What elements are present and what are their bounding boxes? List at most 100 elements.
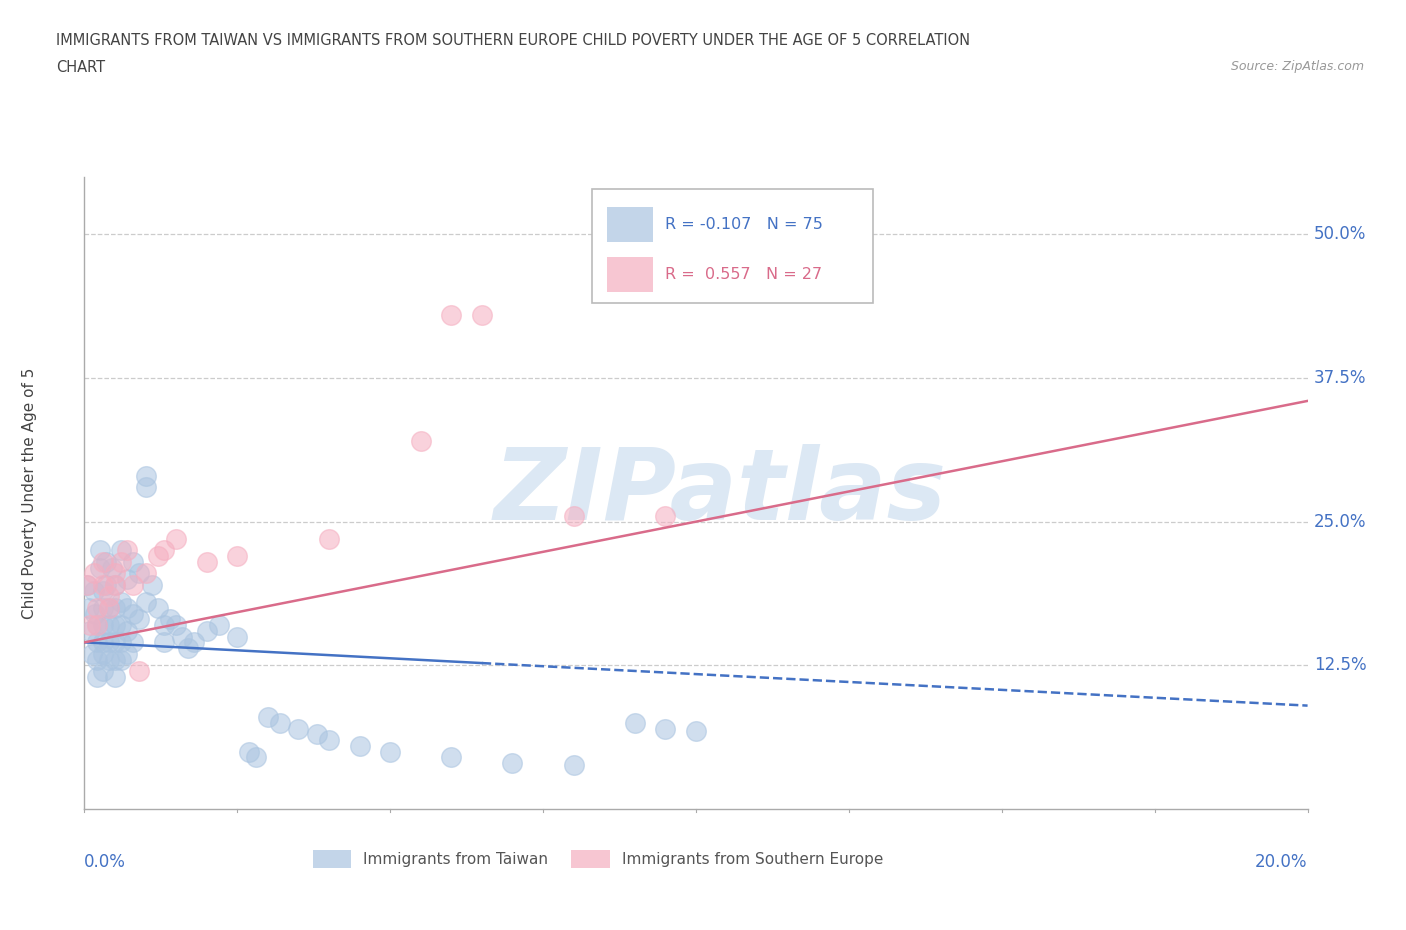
Point: [97, 601, 120, 616]
FancyBboxPatch shape: [592, 190, 873, 303]
Point: [86, 635, 108, 650]
Point: [226, 549, 249, 564]
Point: [104, 601, 127, 616]
Point: [562, 758, 585, 773]
Point: [80, 646, 103, 661]
Point: [165, 531, 187, 546]
Point: [502, 756, 524, 771]
Point: [183, 635, 205, 650]
Point: [86, 601, 108, 616]
Point: [97, 635, 120, 650]
Point: [110, 554, 132, 569]
Point: [245, 750, 267, 764]
Point: [86, 670, 108, 684]
Point: [238, 744, 260, 759]
Point: [146, 601, 169, 616]
Point: [110, 635, 132, 650]
Point: [146, 549, 169, 564]
Text: Child Poverty Under the Age of 5: Child Poverty Under the Age of 5: [22, 367, 37, 618]
Point: [208, 618, 231, 632]
Point: [79, 618, 101, 632]
Text: 50.0%: 50.0%: [1313, 225, 1367, 243]
Point: [257, 710, 280, 724]
Point: [135, 468, 157, 483]
Point: [110, 618, 132, 632]
Text: 0.0%: 0.0%: [84, 854, 127, 871]
Bar: [606, 206, 654, 242]
Point: [122, 606, 145, 621]
Point: [76, 578, 98, 592]
Point: [104, 578, 127, 592]
Point: [97, 601, 120, 616]
Point: [440, 750, 463, 764]
Point: [97, 618, 120, 632]
Text: ZIPatlas: ZIPatlas: [494, 445, 948, 541]
Point: [104, 652, 127, 667]
Text: CHART: CHART: [56, 60, 105, 75]
Point: [159, 612, 181, 627]
Point: [79, 623, 101, 638]
Point: [104, 566, 127, 581]
Text: 12.5%: 12.5%: [1313, 657, 1367, 674]
Point: [122, 578, 145, 592]
Text: Source: ZipAtlas.com: Source: ZipAtlas.com: [1230, 60, 1364, 73]
Point: [685, 724, 707, 738]
Point: [153, 543, 176, 558]
Point: [77, 601, 100, 616]
Point: [654, 721, 676, 736]
Bar: [606, 258, 654, 292]
Point: [83, 566, 105, 581]
Point: [104, 578, 127, 592]
Point: [226, 630, 249, 644]
Point: [91, 635, 114, 650]
Text: IMMIGRANTS FROM TAIWAN VS IMMIGRANTS FROM SOUTHERN EUROPE CHILD POVERTY UNDER TH: IMMIGRANTS FROM TAIWAN VS IMMIGRANTS FRO…: [56, 33, 970, 47]
Point: [115, 646, 138, 661]
Point: [409, 433, 432, 448]
Point: [94, 578, 117, 592]
Point: [76, 578, 98, 592]
Point: [94, 554, 117, 569]
Point: [122, 635, 145, 650]
Point: [110, 543, 132, 558]
Point: [91, 554, 114, 569]
Point: [172, 630, 194, 644]
Point: [97, 652, 120, 667]
Point: [91, 583, 114, 598]
Point: [101, 560, 124, 575]
Point: [122, 554, 145, 569]
Point: [104, 670, 127, 684]
Point: [91, 618, 114, 632]
Point: [84, 606, 107, 621]
Point: [86, 652, 108, 667]
Text: R = -0.107   N = 75: R = -0.107 N = 75: [665, 217, 824, 232]
Point: [269, 715, 291, 730]
Point: [153, 635, 176, 650]
Text: R =  0.557   N = 27: R = 0.557 N = 27: [665, 267, 823, 282]
Point: [97, 589, 120, 604]
Point: [195, 554, 218, 569]
Point: [115, 543, 138, 558]
Point: [318, 733, 340, 748]
Point: [91, 601, 114, 616]
Point: [86, 618, 108, 632]
Point: [135, 594, 157, 609]
Point: [91, 578, 114, 592]
Point: [177, 641, 200, 656]
Point: [86, 618, 108, 632]
Text: 25.0%: 25.0%: [1313, 512, 1367, 531]
Point: [305, 727, 328, 742]
Point: [89, 543, 111, 558]
Point: [562, 509, 585, 524]
Point: [104, 618, 127, 632]
Point: [110, 652, 132, 667]
Point: [624, 715, 647, 730]
Point: [110, 594, 132, 609]
Text: 20.0%: 20.0%: [1256, 854, 1308, 871]
Point: [349, 738, 371, 753]
Point: [440, 307, 463, 322]
Point: [471, 307, 494, 322]
Point: [165, 618, 187, 632]
Point: [195, 623, 218, 638]
Text: 37.5%: 37.5%: [1313, 369, 1367, 387]
Point: [153, 618, 176, 632]
